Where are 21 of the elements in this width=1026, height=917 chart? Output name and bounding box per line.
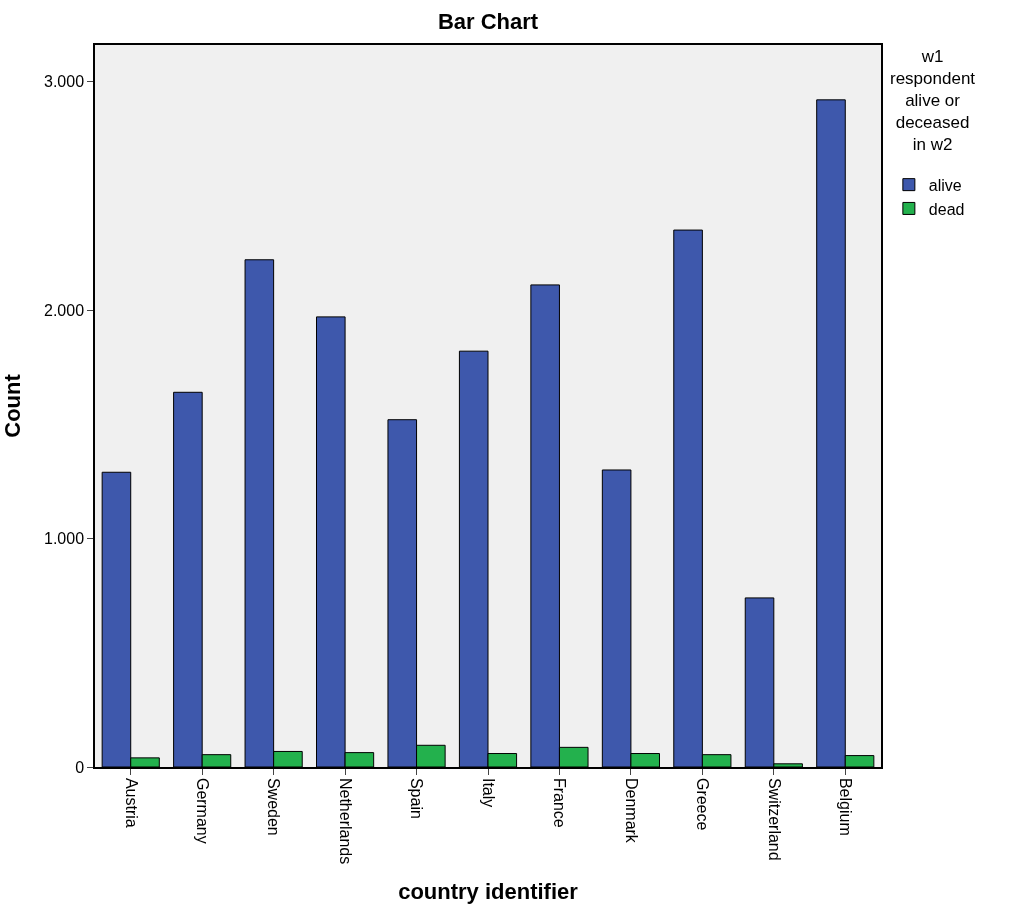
x-tick-label: Denmark [622, 777, 640, 844]
x-axis-title: country identifier [398, 878, 579, 904]
x-tick-label: Sweden [265, 777, 283, 836]
x-tick-label: Netherlands [336, 777, 354, 865]
legend-label: alive [928, 176, 962, 194]
legend-title: w1 respondent alive or deceased in w2 [890, 47, 976, 155]
chart-title: Bar Chart [437, 9, 539, 35]
y-tick-label: 1.000 [44, 530, 85, 548]
y-tick-label: 3.000 [44, 73, 85, 91]
x-tick-label: Greece [694, 777, 712, 831]
x-tick-label: Spain [408, 777, 426, 819]
x-tick-label: Austria [122, 777, 140, 828]
y-axis-title: Count [0, 373, 25, 438]
y-tick-label: 0 [75, 758, 85, 776]
legend-label: dead [928, 200, 965, 218]
x-tick-label: Belgium [837, 777, 855, 836]
y-tick-label: 2.000 [44, 301, 85, 319]
x-tick-label: Switzerland [765, 777, 783, 861]
x-tick-label: France [551, 777, 569, 828]
x-tick-label: Germany [193, 777, 211, 844]
x-tick-label: Italy [479, 777, 497, 808]
